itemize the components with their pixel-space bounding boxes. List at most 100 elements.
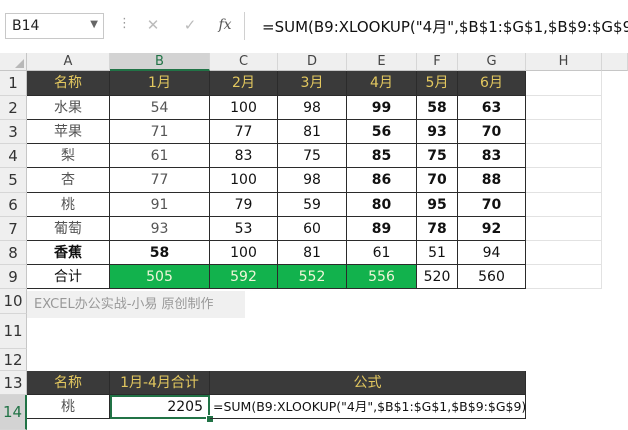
cell-H9[interactable] — [526, 265, 602, 289]
table-cell[interactable]: 59 — [278, 193, 347, 217]
table-cell[interactable]: 63 — [458, 96, 526, 120]
column-header-b[interactable]: B — [110, 53, 210, 71]
row-header-4[interactable]: 4 — [0, 144, 27, 168]
table-header-cell[interactable]: 6月 — [458, 71, 526, 96]
table-cell[interactable]: 80 — [347, 193, 417, 217]
table-cell[interactable]: 61 — [110, 144, 210, 168]
table-header-cell[interactable]: 4月 — [347, 71, 417, 96]
cell-H1[interactable] — [526, 71, 602, 96]
table-cell[interactable]: 92 — [458, 217, 526, 241]
table-header-cell[interactable]: 名称 — [27, 71, 110, 96]
total-label-cell[interactable]: 合计 — [27, 265, 110, 289]
table-cell[interactable]: 93 — [417, 120, 458, 144]
row-header-7[interactable]: 7 — [0, 217, 27, 241]
table-cell[interactable]: 100 — [210, 168, 278, 193]
table-cell[interactable]: 70 — [458, 120, 526, 144]
table-cell[interactable]: 梨 — [27, 144, 110, 168]
column-header-h[interactable]: H — [526, 53, 602, 71]
table-cell[interactable]: 95 — [417, 193, 458, 217]
table-cell[interactable]: 85 — [347, 144, 417, 168]
table-cell[interactable]: 71 — [110, 120, 210, 144]
table-cell[interactable]: 61 — [347, 241, 417, 265]
table-header-cell[interactable]: 3月 — [278, 71, 347, 96]
table-cell[interactable]: 98 — [278, 96, 347, 120]
table-cell[interactable]: 58 — [417, 96, 458, 120]
table-cell[interactable]: 70 — [458, 193, 526, 217]
column-header-e[interactable]: E — [347, 53, 417, 71]
insert-function-icon[interactable]: fx — [218, 17, 232, 33]
table-cell[interactable]: 53 — [210, 217, 278, 241]
cell-H6[interactable] — [526, 193, 602, 217]
table-header-cell[interactable]: 5月 — [417, 71, 458, 96]
table-cell[interactable]: 81 — [278, 241, 347, 265]
table-cell[interactable]: 葡萄 — [27, 217, 110, 241]
table-cell[interactable]: 99 — [347, 96, 417, 120]
column-header-c[interactable]: C — [210, 53, 278, 71]
row-header-1[interactable]: 1 — [0, 71, 27, 96]
table-cell[interactable]: 98 — [278, 168, 347, 193]
table-header-cell[interactable]: 1月 — [110, 71, 210, 96]
result-header-cell[interactable]: 名称 — [27, 371, 110, 395]
formula-display-cell[interactable]: =SUM(B9:XLOOKUP("4月",$B$1:$G$1,$B$9:$G$9… — [210, 395, 526, 419]
table-cell[interactable]: 78 — [417, 217, 458, 241]
total-cell-highlighted[interactable]: 552 — [278, 265, 347, 289]
row-header-2[interactable]: 2 — [0, 96, 27, 120]
total-cell-highlighted[interactable]: 592 — [210, 265, 278, 289]
row-header-14[interactable]: 14 — [0, 395, 27, 430]
table-cell[interactable]: 81 — [278, 120, 347, 144]
table-cell[interactable]: 水果 — [27, 96, 110, 120]
select-all-corner[interactable] — [0, 53, 27, 71]
table-cell[interactable]: 杏 — [27, 168, 110, 193]
cell-H7[interactable] — [526, 217, 602, 241]
table-cell[interactable]: 51 — [417, 241, 458, 265]
cell-H3[interactable] — [526, 120, 602, 144]
active-cell-b14[interactable]: 2205 — [110, 395, 210, 419]
cell-H2[interactable] — [526, 96, 602, 120]
row-header-5[interactable]: 5 — [0, 168, 27, 193]
table-cell[interactable]: 100 — [210, 96, 278, 120]
table-cell[interactable]: 77 — [210, 120, 278, 144]
row-header-12[interactable]: 12 — [0, 349, 27, 371]
table-cell[interactable]: 60 — [278, 217, 347, 241]
table-cell[interactable]: 77 — [110, 168, 210, 193]
total-cell[interactable]: 520 — [417, 265, 458, 289]
table-cell[interactable]: 56 — [347, 120, 417, 144]
column-header-d[interactable]: D — [278, 53, 347, 71]
table-cell[interactable]: 58 — [110, 241, 210, 265]
table-cell[interactable]: 79 — [210, 193, 278, 217]
result-header-cell[interactable]: 公式 — [210, 371, 526, 395]
enter-icon[interactable]: ✓ — [183, 16, 197, 34]
total-cell[interactable]: 560 — [458, 265, 526, 289]
chevron-down-icon[interactable]: ▼ — [90, 19, 98, 30]
drag-handle-icon[interactable]: ⋮ — [118, 16, 131, 31]
column-header-next[interactable] — [602, 53, 628, 71]
table-cell[interactable]: 83 — [210, 144, 278, 168]
row-header-11[interactable]: 11 — [0, 314, 27, 349]
table-cell[interactable]: 54 — [110, 96, 210, 120]
table-cell[interactable]: 86 — [347, 168, 417, 193]
result-header-cell[interactable]: 1月-4月合计 — [110, 371, 210, 395]
cancel-icon[interactable]: ✕ — [146, 16, 160, 34]
row-header-13[interactable]: 13 — [0, 371, 27, 395]
table-cell[interactable]: 100 — [210, 241, 278, 265]
cell-H4[interactable] — [526, 144, 602, 168]
result-name-cell[interactable]: 桃 — [27, 395, 110, 419]
total-cell-highlighted[interactable]: 556 — [347, 265, 417, 289]
table-cell[interactable]: 75 — [278, 144, 347, 168]
table-cell[interactable]: 83 — [458, 144, 526, 168]
column-header-g[interactable]: G — [458, 53, 526, 71]
table-cell[interactable]: 桃 — [27, 193, 110, 217]
row-header-10[interactable]: 10 — [0, 289, 27, 314]
row-header-8[interactable]: 8 — [0, 241, 27, 265]
table-cell[interactable]: 89 — [347, 217, 417, 241]
row-header-9[interactable]: 9 — [0, 265, 27, 289]
column-header-f[interactable]: F — [417, 53, 458, 71]
table-cell[interactable]: 70 — [417, 168, 458, 193]
name-box[interactable]: B14 ▼ — [5, 13, 104, 39]
table-cell[interactable]: 88 — [458, 168, 526, 193]
column-header-a[interactable]: A — [27, 53, 110, 71]
table-cell[interactable]: 75 — [417, 144, 458, 168]
total-cell-highlighted[interactable]: 505 — [110, 265, 210, 289]
table-cell[interactable]: 91 — [110, 193, 210, 217]
fill-handle[interactable] — [206, 415, 214, 423]
